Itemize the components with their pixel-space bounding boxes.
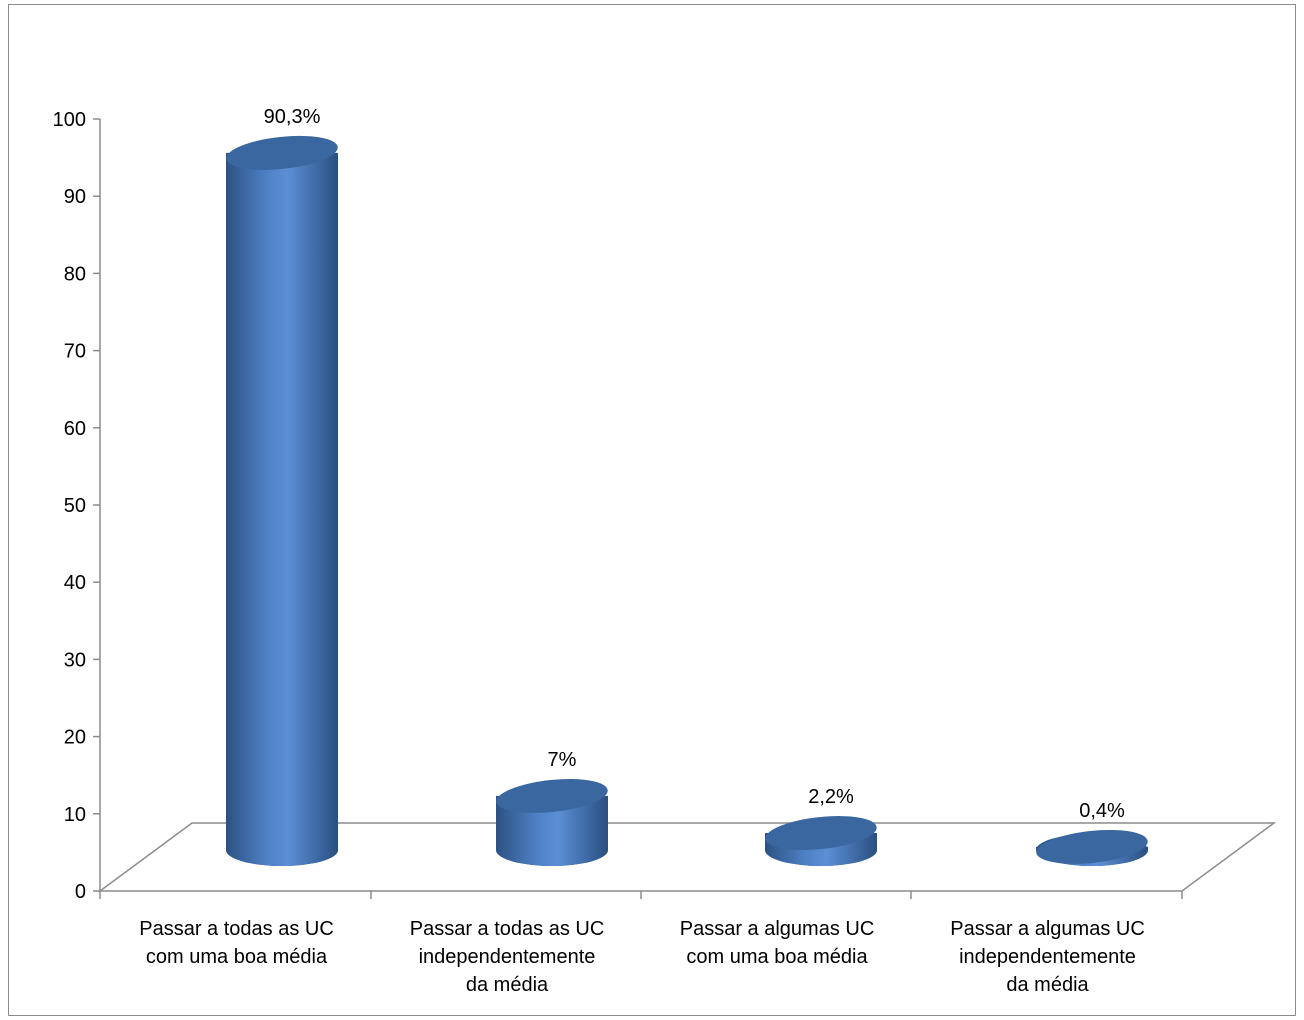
- y-tick-label: 100: [53, 109, 86, 131]
- y-tick-label: 60: [64, 418, 86, 440]
- y-tick-label: 20: [64, 727, 86, 749]
- data-label: 2,2%: [808, 786, 854, 808]
- bar: [226, 135, 338, 866]
- bar: [765, 816, 877, 866]
- y-tick-label: 50: [64, 495, 86, 517]
- category-label-line: Passar a todas as UC: [410, 918, 605, 940]
- category-label-line: da média: [466, 974, 549, 996]
- data-label: 90,3%: [264, 106, 321, 128]
- category-label-line: independentemente: [419, 946, 596, 968]
- y-tick-label: 30: [64, 649, 86, 671]
- bar-base-curve: [765, 849, 877, 866]
- category-label-line: Passar a algumas UC: [680, 918, 875, 940]
- y-tick-label: 80: [64, 263, 86, 285]
- y-tick-label: 90: [64, 186, 86, 208]
- data-label: 7%: [548, 749, 577, 771]
- category-label: Passar a algumas UC independentemente da m…: [950, 918, 1145, 996]
- category-label-line: da média: [1006, 974, 1089, 996]
- y-tick-label: 40: [64, 572, 86, 594]
- bar-base-curve: [496, 849, 608, 866]
- category-label-line: com uma boa média: [686, 946, 868, 968]
- category-label-line: Passar a todas as UC: [139, 918, 334, 940]
- bar: [1036, 829, 1148, 866]
- y-tick-label: 0: [75, 881, 86, 903]
- category-label: Passar a todas as UC independentemente da …: [410, 918, 605, 996]
- floor-outline: [97, 822, 1277, 892]
- category-label-line: independentemente: [959, 946, 1136, 968]
- bar-top: [496, 779, 608, 813]
- data-label: 0,4%: [1079, 800, 1125, 822]
- y-tick-label: 70: [64, 341, 86, 363]
- bar: [496, 779, 608, 866]
- bar-top: [765, 816, 877, 850]
- category-label-line: Passar a algumas UC: [950, 918, 1145, 940]
- y-tick-label: 10: [64, 804, 86, 826]
- bar-top: [1036, 829, 1148, 864]
- bar-body: [226, 152, 338, 850]
- bar-base-curve: [226, 849, 338, 866]
- category-label: Passar a algumas UC com uma boa média: [680, 918, 875, 968]
- bar-top: [226, 135, 338, 170]
- category-label: Passar a todas as UC com uma boa média: [139, 918, 334, 968]
- category-label-line: com uma boa média: [146, 946, 328, 968]
